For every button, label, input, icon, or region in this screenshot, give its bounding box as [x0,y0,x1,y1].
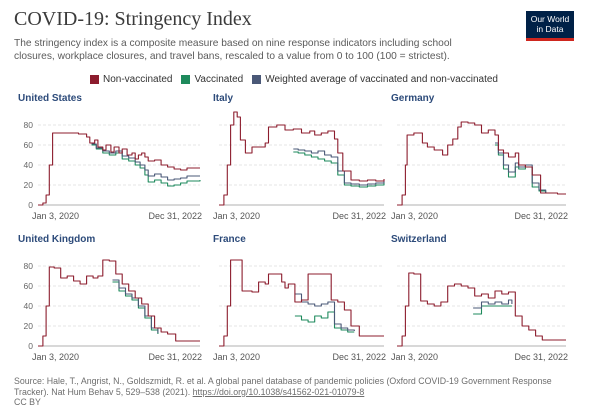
legend-item-nonvaccinated[interactable]: Non-vaccinated [90,74,172,85]
x-tick-label-first: Jan 3, 2020 [391,211,438,221]
panel-germany: Germany Jan 3, 2020 Dec 31, 2022 [391,93,568,221]
source-link[interactable]: https://doi.org/10.1038/s41562-021-01079… [192,386,365,397]
series-line-nonvaccinated [397,121,566,206]
panel-united-kingdom: United Kingdom 0 20 40 60 80 Jan 3, 2020 Dec 31… [18,234,202,362]
logo-line-2: in Data [536,23,564,34]
panel-title: Germany [391,93,435,104]
x-tick-label-first: Jan 3, 2020 [213,211,260,221]
panel-switzerland: Switzerland Jan 3, 2020 Dec 31, 2022 [391,234,568,362]
x-tick-label-last: Dec 31, 2022 [332,211,386,221]
y-tick-label: 0 [28,200,33,210]
x-tick-label-last: Dec 31, 2022 [332,352,386,362]
page-title: COVID-19: Stringency Index [14,8,252,30]
y-tick-label: 0 [28,341,33,351]
chart-legend: Non-vaccinated Vaccinated Weighted avera… [90,73,507,85]
series-line-vaccinated [294,311,355,333]
y-tick-label: 20 [24,180,34,190]
x-tick-label-last: Dec 31, 2022 [514,211,568,221]
legend-label: Vaccinated [194,73,244,85]
y-tick-label: 80 [24,261,34,271]
legend-item-weighted-average[interactable]: Weighted average of vaccinated and non-v… [252,74,498,85]
source-note: Source: Hale, T., Angrist, N., Goldszmid… [14,376,574,398]
series-line-nonvaccinated [38,259,200,347]
y-tick-label: 60 [24,281,34,291]
logo-line-1: Our World [530,14,570,24]
legend-item-vaccinated[interactable]: Vaccinated [181,74,243,85]
series-line-weighted [294,293,355,331]
panel-title: United Kingdom [18,234,95,245]
series-line-nonvaccinated [219,111,385,206]
page-subtitle: The stringency index is a composite meas… [14,38,452,62]
panel-united-states: United States 0 20 40 60 80 Jan 3, 2020 Dec 31,… [18,93,202,221]
x-tick-label-last: Dec 31, 2022 [148,352,202,362]
series-line-vaccinated [473,305,512,315]
license-text: CC BY [14,397,41,407]
series-line-vaccinated [293,151,385,188]
series-line-nonvaccinated [219,259,384,347]
panel-france: France Jan 3, 2020 Dec 31, 2022 [213,234,386,362]
series-line-weighted [473,299,513,309]
x-tick-label-last: Dec 31, 2022 [514,352,568,362]
legend-swatch-nonvaccinated [90,74,99,84]
series-line-nonvaccinated [38,132,200,206]
y-tick-label: 40 [24,160,34,170]
source-text: Source: Hale, T., Angrist, N., Goldszmid… [14,376,552,397]
panel-italy: Italy Jan 3, 2020 Dec 31, 2022 [213,93,386,221]
x-tick-label-first: Jan 3, 2020 [32,352,79,362]
y-tick-label: 20 [24,321,34,331]
panel-title: France [213,234,246,245]
series-line-weighted [91,143,200,181]
series-line-weighted [112,279,159,333]
x-tick-label-first: Jan 3, 2020 [213,352,260,362]
y-tick-label: 80 [24,120,34,130]
legend-label: Non-vaccinated [103,73,173,85]
panel-title: Switzerland [391,234,447,245]
legend-label: Weighted average of vaccinated and non-v… [265,73,498,85]
panel-title: United States [18,93,82,104]
panel-title: Italy [213,93,233,104]
owid-logo[interactable]: Our World in Data [526,11,574,41]
series-line-nonvaccinated [397,272,566,347]
legend-swatch-vaccinated [181,74,191,84]
legend-swatch-weighted [252,74,262,84]
y-tick-label: 60 [24,140,34,150]
series-line-vaccinated [495,144,547,193]
x-tick-label-first: Jan 3, 2020 [32,211,79,221]
x-tick-label-first: Jan 3, 2020 [391,352,438,362]
x-tick-label-last: Dec 31, 2022 [148,211,202,221]
series-line-weighted [293,148,385,186]
y-tick-label: 40 [24,301,34,311]
